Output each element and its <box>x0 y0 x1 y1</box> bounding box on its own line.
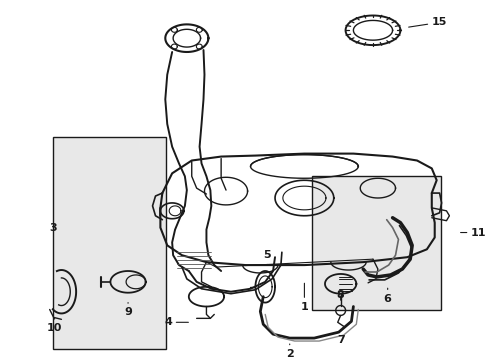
Text: 1: 1 <box>300 283 307 311</box>
Text: 8: 8 <box>336 290 344 300</box>
Text: 2: 2 <box>285 344 293 359</box>
Text: 15: 15 <box>408 17 446 27</box>
Text: 14: 14 <box>0 359 1 360</box>
Text: 7: 7 <box>336 330 344 345</box>
Bar <box>311 176 441 310</box>
Text: 4: 4 <box>164 317 188 327</box>
Text: 3: 3 <box>50 222 57 233</box>
Text: 10: 10 <box>47 318 62 333</box>
Text: 12: 12 <box>0 359 1 360</box>
Text: 5: 5 <box>263 250 270 265</box>
Text: 11: 11 <box>460 228 486 238</box>
Bar <box>53 138 165 349</box>
Text: 6: 6 <box>383 288 391 303</box>
Text: 13: 13 <box>0 359 1 360</box>
Text: 9: 9 <box>124 302 132 318</box>
